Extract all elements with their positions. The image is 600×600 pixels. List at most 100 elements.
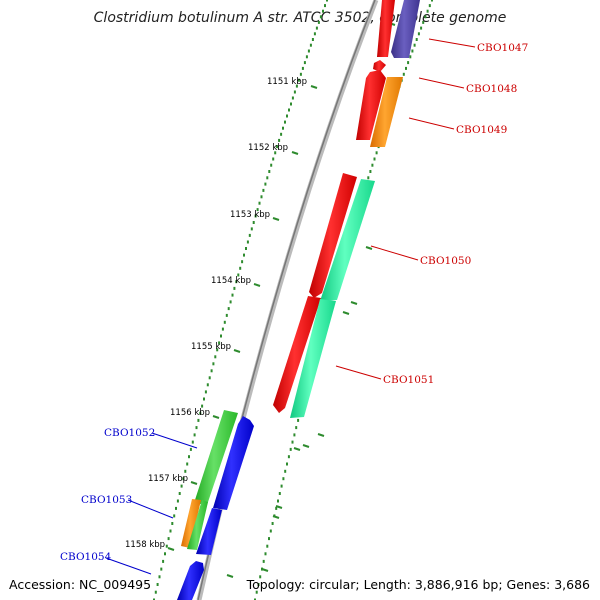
scale-tick (233, 349, 241, 353)
ring-dot (245, 247, 247, 250)
ring-dot (164, 552, 166, 556)
inner-tick-ring (153, 0, 328, 600)
ring-dot (371, 163, 374, 167)
ring-dot (220, 334, 222, 338)
scale-tick (190, 481, 198, 485)
ring-dot (257, 583, 260, 586)
minor-tick (342, 311, 350, 315)
ring-dot (375, 151, 378, 155)
ring-dot (188, 455, 190, 459)
gene-label-cbo1047[interactable]: CBO1047 (477, 42, 528, 54)
tick-label-1152: 1152 kbp (248, 143, 288, 153)
gene-red-small[interactable] (373, 60, 386, 72)
ring-dot (239, 266, 242, 270)
ring-dot (208, 376, 211, 380)
ring-dot (191, 440, 194, 444)
ring-dot (186, 462, 189, 466)
ring-dot (282, 477, 285, 481)
gene-label-cbo1051[interactable]: CBO1051 (383, 374, 434, 386)
ring-dot (262, 188, 265, 192)
ring-dot (264, 182, 267, 186)
gene-green-feature[interactable] (194, 410, 238, 505)
gene-cbo1051-red-feature[interactable] (273, 296, 321, 413)
ring-dot (154, 590, 157, 594)
gene-cbo1053-feature[interactable] (196, 508, 222, 555)
gene-cbo1050-feature[interactable] (320, 179, 375, 301)
ring-dot (193, 433, 196, 437)
gene-cbo1050-red-feature[interactable] (309, 173, 357, 298)
ring-dot (262, 559, 265, 563)
ring-dot (278, 138, 281, 142)
ring-dot (158, 575, 161, 579)
ring-dot (297, 418, 300, 422)
gene-cbo1052-feature[interactable] (213, 416, 254, 510)
tick-label-1156: 1156 kbp (170, 408, 210, 418)
genome-backbone (196, 0, 379, 600)
minor-tick (275, 505, 283, 509)
gene-label-cbo1052[interactable]: CBO1052 (104, 427, 155, 439)
ring-dot (243, 253, 245, 257)
ring-dot (160, 567, 163, 571)
ring-dot (189, 447, 192, 451)
ring-dot (264, 552, 267, 556)
ring-dot (289, 447, 292, 451)
ring-dot (319, 15, 322, 19)
ring-dot (426, 9, 429, 13)
ring-dot (165, 544, 168, 548)
gene-label-cbo1054[interactable]: CBO1054 (60, 551, 112, 563)
ring-dot (272, 157, 275, 161)
gene-red-top[interactable] (377, 0, 395, 57)
ring-dot (311, 38, 314, 41)
tick-label-1153: 1153 kbp (230, 210, 270, 220)
ring-dot (259, 575, 262, 579)
gene-green-small-feature[interactable] (187, 500, 208, 550)
ring-dot (287, 455, 290, 459)
ring-dot (313, 32, 316, 36)
ring-dot (182, 477, 185, 481)
ring-dot (216, 348, 219, 352)
gene-cbo1049-feature[interactable] (370, 77, 403, 147)
ring-dot (203, 397, 205, 401)
ring-dot (268, 537, 270, 541)
ring-dot (411, 49, 414, 53)
ring-dot (405, 66, 407, 70)
ring-dot (291, 440, 294, 444)
ring-dot (248, 233, 251, 237)
ring-dot (407, 61, 410, 65)
ring-dot (206, 383, 209, 387)
ring-dot (167, 537, 170, 541)
ring-dot (420, 26, 423, 30)
gene-cbo1051-feature[interactable] (290, 299, 336, 418)
ring-dot (309, 43, 312, 47)
ring-dot (284, 469, 287, 473)
gene-label-cbo1050[interactable]: CBO1050 (420, 255, 471, 267)
minor-tick (365, 246, 373, 250)
ring-dot (231, 293, 234, 297)
ring-dot (260, 195, 263, 199)
ring-dot (235, 280, 238, 284)
ring-dot (241, 260, 244, 264)
ring-dot (417, 32, 420, 36)
scale-tick (291, 151, 299, 155)
gene-label-cbo1048[interactable]: CBO1048 (466, 83, 517, 95)
ring-dot (256, 208, 259, 212)
ring-dot (402, 72, 405, 76)
ring-dot (297, 78, 300, 82)
gene-cbo1047-feature[interactable] (391, 0, 420, 58)
gene-label-cbo1049[interactable]: CBO1049 (456, 124, 507, 136)
gene-cbo1054-feature[interactable] (177, 561, 204, 600)
ring-dot (173, 514, 176, 518)
ring-dot (280, 484, 283, 488)
ring-dot (218, 341, 221, 345)
gene-features (177, 0, 420, 600)
gene-cbo1048-feature[interactable] (356, 70, 386, 140)
gene-orange-feature[interactable] (181, 499, 201, 548)
ring-dot (266, 176, 269, 180)
ring-dot (237, 273, 240, 277)
gene-label-cbo1053[interactable]: CBO1053 (81, 494, 132, 506)
ring-dot (184, 469, 187, 473)
ring-dot (246, 240, 249, 244)
scale-labels: 1151 kbp 1152 kbp 1153 kbp 1154 kbp 1155… (125, 77, 307, 550)
ring-dot (428, 4, 431, 8)
ring-dot (286, 114, 288, 118)
